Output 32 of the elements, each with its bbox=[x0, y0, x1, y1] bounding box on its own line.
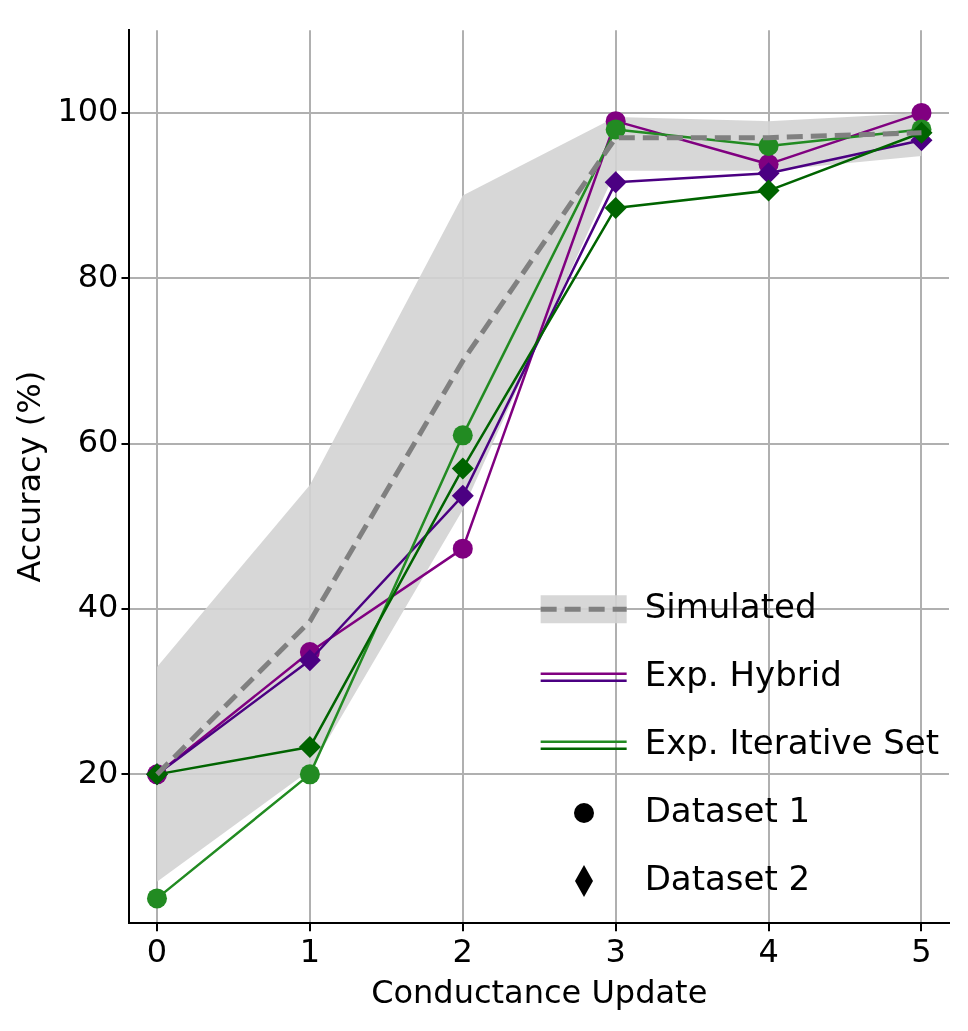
y-tick-label: 80 bbox=[77, 256, 119, 295]
legend-label: Simulated bbox=[644, 586, 817, 627]
point bbox=[147, 888, 167, 909]
legend-label: Exp. Iterative Set bbox=[644, 722, 940, 763]
point bbox=[604, 196, 627, 219]
point bbox=[451, 457, 474, 480]
x-tick-label: 3 bbox=[605, 931, 626, 970]
point bbox=[452, 425, 473, 446]
y-tick-label: 60 bbox=[77, 421, 119, 460]
point bbox=[604, 171, 627, 194]
x-tick-label: 4 bbox=[758, 931, 779, 970]
point bbox=[605, 119, 626, 140]
point bbox=[299, 764, 320, 785]
x-tick-label: 1 bbox=[299, 931, 321, 970]
y-tick-label: 40 bbox=[77, 587, 119, 626]
y-axis-title: Accuracy (%) bbox=[9, 370, 48, 583]
legend-label: Exp. Hybrid bbox=[644, 654, 842, 695]
annotation: Dataset 2 bbox=[644, 858, 811, 899]
x-axis-title: Conductance Update bbox=[371, 973, 708, 1012]
point bbox=[451, 484, 474, 507]
point bbox=[757, 162, 780, 185]
x-tick-label: 2 bbox=[452, 931, 473, 970]
point bbox=[911, 102, 932, 123]
y-tick-label: 20 bbox=[77, 752, 119, 791]
point bbox=[298, 649, 321, 672]
point bbox=[298, 736, 321, 759]
y-tick-label: 100 bbox=[57, 91, 119, 130]
point bbox=[757, 179, 780, 202]
x-tick-label: 5 bbox=[911, 931, 932, 970]
annotation: Dataset 1 bbox=[644, 790, 811, 831]
point bbox=[452, 538, 473, 559]
x-tick-label: 0 bbox=[146, 931, 168, 970]
